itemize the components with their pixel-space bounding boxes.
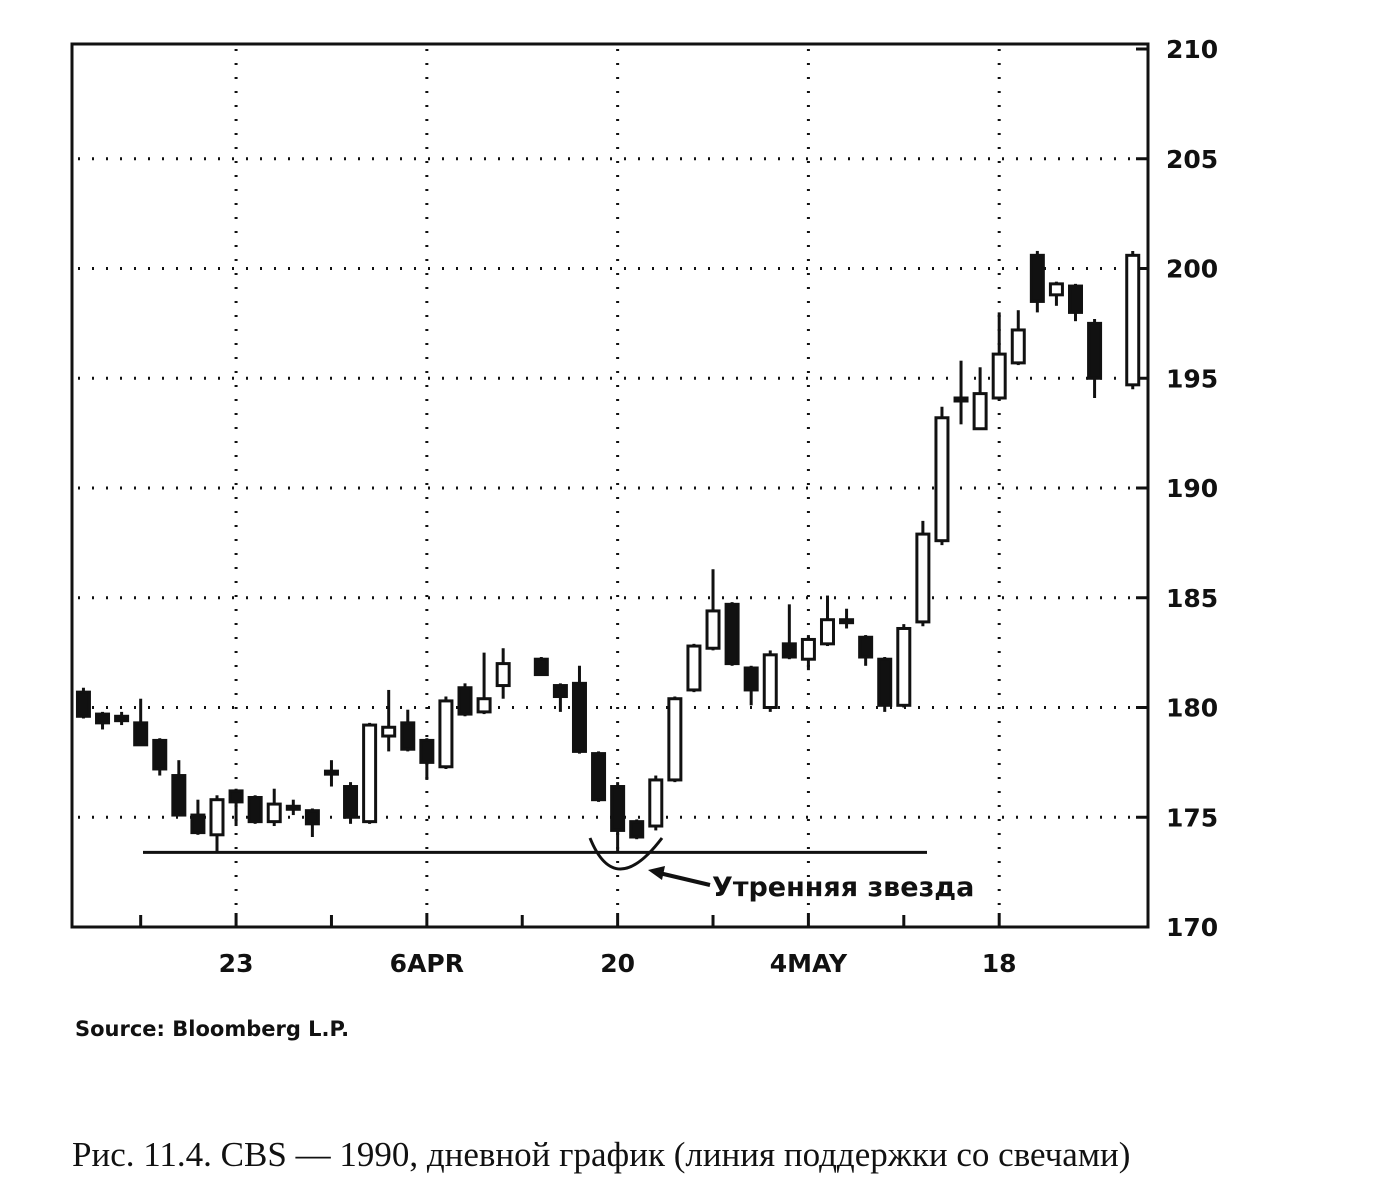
candle-body [152,738,168,771]
candle-body [343,785,359,819]
x-tick-label: 4MAY [770,949,848,978]
candle-body [476,697,492,714]
candle-body [686,644,702,692]
x-tick-label: 18 [982,949,1017,978]
candle-body [934,416,950,543]
candle-body [858,635,874,659]
x-tick-label: 23 [219,949,254,978]
candle-body [323,769,339,776]
candle-body [1087,321,1103,380]
candle-body [705,609,721,650]
candle-body [247,795,263,824]
candle-body [285,804,301,811]
candle-body [552,684,568,699]
caption: Рис. 11.4. CBS — 1990, дневной график (л… [72,1135,1130,1174]
candle-body [171,774,187,817]
y-tick-label: 185 [1166,584,1218,613]
candle-body [266,802,282,824]
candle-body [438,699,454,769]
candle-body [75,690,91,718]
candle-body [915,532,931,624]
candle-body [972,392,988,431]
candle-body [190,813,206,835]
candle-body [495,662,511,688]
annotation-arrow [654,870,711,887]
candle-body [228,789,244,804]
candle-body [1068,284,1084,314]
y-tick-label: 205 [1166,145,1218,174]
candle-body [114,714,130,723]
candle-body [571,681,587,753]
candle-body [667,697,683,782]
candle-body [133,721,149,747]
candle-body [381,725,397,738]
y-tick-label: 195 [1166,364,1218,393]
candle-body [95,712,111,725]
candle-body [762,653,778,710]
candle-body [991,352,1007,400]
candle-body [839,618,855,625]
candle-body [819,618,835,646]
y-tick-label: 210 [1166,35,1218,64]
candle-body [400,721,416,751]
candle-body [877,657,893,707]
candle-body [533,657,549,677]
candle-body [781,642,797,659]
candle-body [648,778,664,828]
candle-body [209,798,225,837]
candle-body [629,820,645,839]
candle-body [457,686,473,716]
candle-body [743,666,759,692]
y-tick-label: 170 [1166,913,1218,942]
source: Source: Bloomberg L.P. [75,1017,349,1041]
candle-body [896,626,912,707]
candle-body [1048,282,1064,297]
candle-body [591,752,607,802]
arrow-head [648,866,665,880]
candle-body [1029,253,1045,303]
plot-frame [70,42,1150,929]
annotation: Утренняя звезда [712,872,974,903]
y-tick-label: 190 [1166,474,1218,503]
candle-body [362,723,378,824]
candle-body [419,738,435,764]
candle-body [724,602,740,666]
candle-body [1125,253,1141,387]
x-tick-label: 6APR [390,949,464,978]
y-tick-label: 175 [1166,803,1218,832]
annotation-arc [588,837,664,871]
x-tick-label: 20 [600,949,635,978]
candle-body [304,809,320,826]
candle-body [953,396,969,403]
candle-body [800,637,816,661]
candle-body [1010,328,1026,365]
candle-body [610,785,626,832]
y-tick-label: 200 [1166,255,1218,284]
y-tick-label: 180 [1166,694,1218,723]
